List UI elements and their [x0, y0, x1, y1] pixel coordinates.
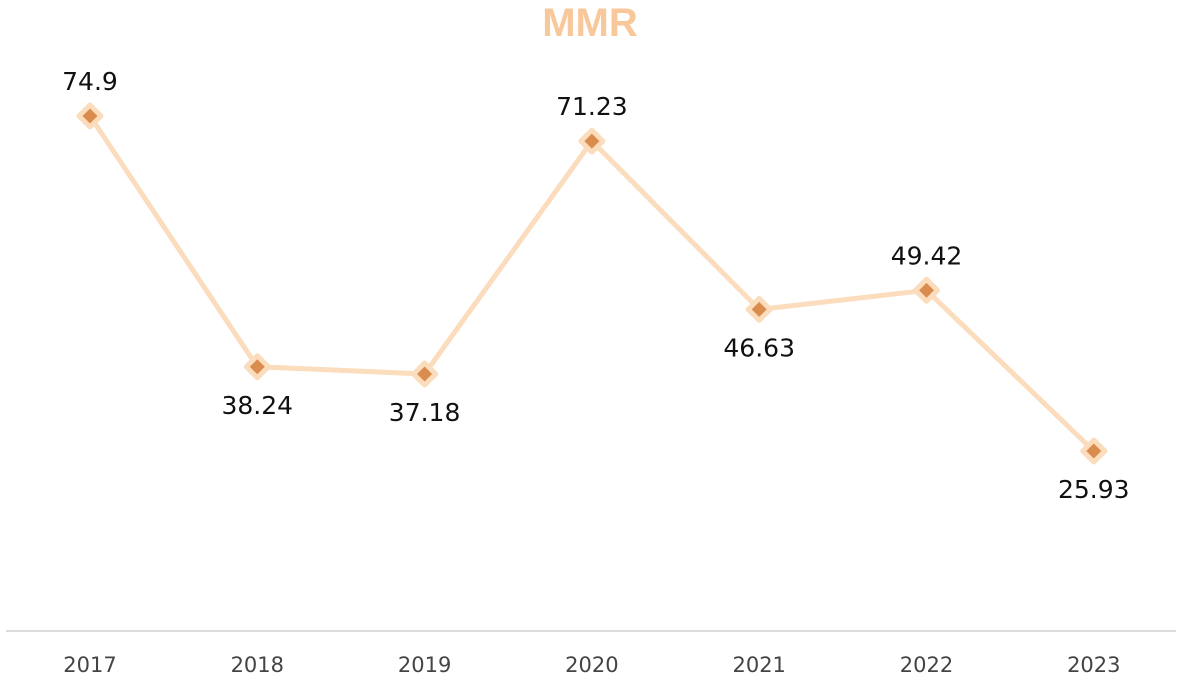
- x-tick-label-group: 2017 2018 2019 2020 2021 2022 2023: [63, 653, 1120, 676]
- data-label: 74.9: [62, 67, 118, 96]
- data-point-marker: [411, 360, 439, 388]
- x-tick-label: 2022: [900, 653, 953, 676]
- x-tick-label: 2021: [732, 653, 785, 676]
- x-tick-label: 2018: [231, 653, 284, 676]
- data-label-group: 74.9 38.24 37.18 71.23 46.63 49.42 25.93: [62, 67, 1129, 504]
- data-point-marker: [745, 295, 773, 323]
- chart-title: MMR: [542, 1, 638, 45]
- data-label: 49.42: [891, 241, 963, 270]
- data-point-marker: [243, 353, 271, 381]
- data-point-marker: [913, 276, 940, 304]
- data-label: 71.23: [556, 92, 628, 121]
- x-tick-label: 2020: [565, 653, 618, 676]
- marker-group: [76, 102, 1108, 465]
- data-point-marker: [578, 127, 606, 155]
- x-tick-label: 2023: [1067, 653, 1120, 676]
- data-label: 25.93: [1058, 475, 1130, 504]
- data-label: 46.63: [723, 333, 795, 362]
- x-tick-label: 2017: [63, 653, 116, 676]
- data-point-marker: [1080, 437, 1108, 465]
- x-tick-label: 2019: [398, 653, 451, 676]
- data-label: 38.24: [222, 391, 294, 420]
- data-point-marker: [76, 102, 104, 130]
- data-label: 37.18: [389, 398, 461, 427]
